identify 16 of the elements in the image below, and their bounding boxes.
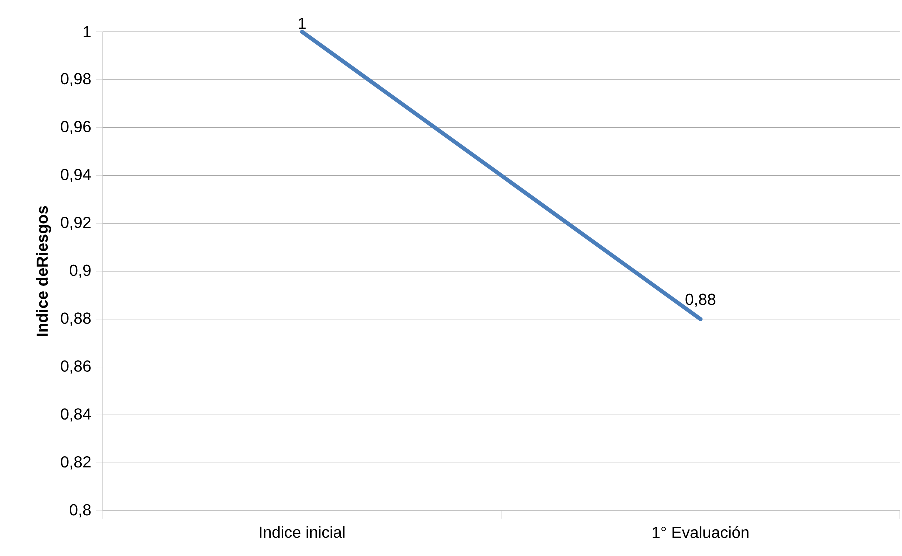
y-tick-label: 0,9 <box>70 264 91 278</box>
x-tick-label: Indice inicial <box>260 526 345 538</box>
y-tick-label: 0,88 <box>61 312 91 326</box>
y-tick-label: 0,84 <box>61 408 92 422</box>
data-label: 0,88 <box>686 294 716 308</box>
y-tick-label: 0,94 <box>61 169 92 182</box>
y-axis-title: Indice deRiesgos <box>36 206 52 336</box>
y-tick-label: 0,98 <box>61 73 91 86</box>
data-label: 1 <box>299 18 306 30</box>
y-tick-label: 1 <box>84 26 91 38</box>
y-tick-label: 0,92 <box>61 216 91 230</box>
y-tick-label: 0,86 <box>61 360 91 374</box>
y-tick-label: 0,96 <box>61 121 91 134</box>
y-tick-label: 0,82 <box>61 456 91 470</box>
x-tick-label: 1° Evaluación <box>652 526 749 538</box>
y-tick-label: 0,8 <box>70 504 91 518</box>
